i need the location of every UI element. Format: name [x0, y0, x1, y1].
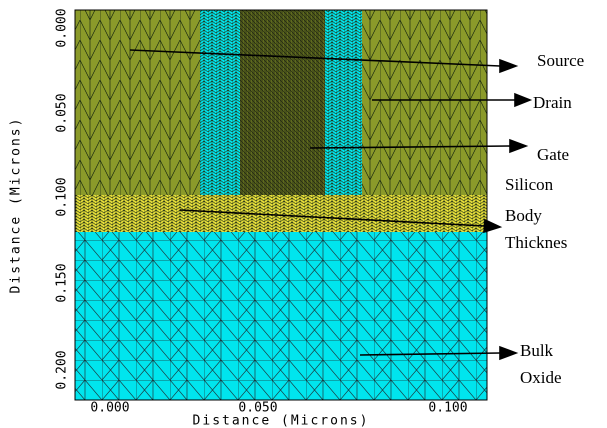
x-tick-label: 0.000 — [90, 401, 129, 416]
annotation: Silicon — [505, 175, 554, 194]
y-axis-label: Distance (Microns) — [9, 117, 24, 294]
y-tick-label: 0.100 — [55, 177, 70, 216]
y-tick-label: 0.150 — [55, 263, 70, 302]
annotation: Oxide — [520, 368, 562, 387]
x-tick-label: 0.100 — [428, 401, 467, 416]
annotation: Thicknes — [505, 233, 567, 252]
y-tick-label: 0.050 — [55, 93, 70, 132]
oxide-mesh — [75, 232, 487, 400]
arrowhead — [515, 94, 530, 106]
arrowhead — [500, 60, 516, 72]
annotation: Source — [537, 51, 584, 70]
arrowhead — [484, 220, 500, 232]
arrowhead — [510, 140, 526, 152]
y-tick-label: 0.000 — [55, 8, 70, 47]
annotation: Body — [505, 206, 542, 225]
gate-mesh — [240, 10, 325, 195]
annotation: Gate — [537, 145, 569, 164]
drain-mesh — [362, 10, 487, 195]
x-axis-label: Distance (Microns) — [193, 414, 370, 428]
annotation: Drain — [533, 93, 572, 112]
y-tick-label: 0.200 — [55, 350, 70, 389]
y-ticks: 0.000 0.050 0.100 0.150 0.200 — [55, 8, 70, 389]
body-mesh — [75, 195, 487, 232]
mesh-regions — [75, 10, 487, 400]
source-mesh — [75, 10, 200, 195]
annotation: Bulk — [520, 341, 554, 360]
mesh-diagram: 0.000 0.050 0.100 Distance (Microns) 0.0… — [0, 0, 607, 428]
arrowhead — [500, 347, 516, 359]
